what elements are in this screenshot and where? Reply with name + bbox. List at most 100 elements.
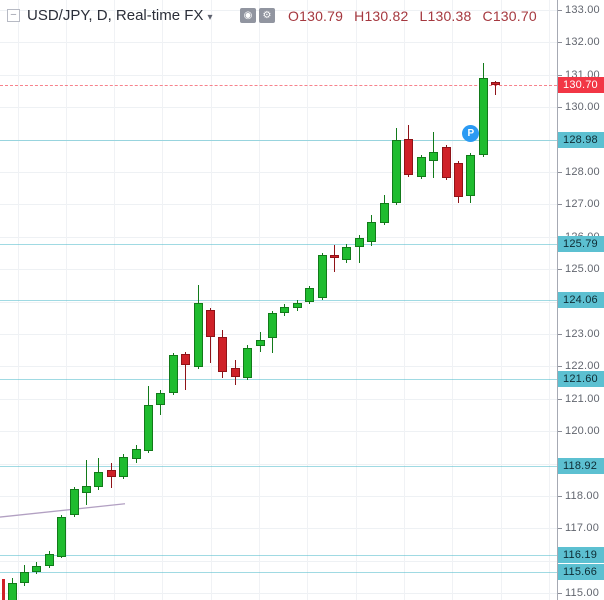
horizontal-gridline [0,74,557,76]
candle-wick [495,80,497,95]
candle-body [491,81,501,85]
symbol-title-button[interactable]: USD/JPY, D, Real-time FX ▾ [27,7,212,24]
candle-body [168,355,178,394]
candle-wick [358,235,360,264]
close-value: C130.70 [482,8,537,24]
high-value: H130.82 [354,8,409,24]
horizontal-gridline [0,204,557,206]
candle-body [81,485,91,494]
horizontal-gridline [0,334,557,336]
candle-body [404,138,414,175]
price-axis[interactable]: 133.00132.00131.00130.00128.00127.00126.… [557,0,604,600]
candle-body [354,238,364,247]
axis-label: 122.00 [565,360,600,373]
eye-icon[interactable]: ◉ [240,8,256,23]
price-level-line [0,243,557,245]
axis-tick [558,334,562,336]
axis-tick [558,204,562,206]
candle-clipped [1,578,5,600]
axis-tick [558,496,562,497]
horizontal-gridline [0,269,557,271]
horizontal-gridline [0,172,557,174]
candle-body [156,393,166,405]
price-level-badge: 125.79 [558,235,604,252]
horizontal-gridline [0,236,557,238]
price-level-line [0,299,557,301]
horizontal-gridline [0,10,557,12]
candle-body [478,78,488,156]
candle-body [416,157,426,177]
axis-label: 132.00 [565,36,600,49]
axis-label: 128.00 [565,166,600,179]
price-level-line [0,140,557,142]
horizontal-gridline [0,528,557,530]
candle-body [441,147,451,179]
axis-label: 125.00 [565,263,600,276]
candle-body [429,151,439,161]
candle-body [379,203,389,223]
legend-collapse-icon[interactable]: − [7,9,20,22]
candle-wick [85,460,87,506]
horizontal-gridline [0,366,557,368]
candle-body [193,302,203,368]
horizontal-gridline [0,496,557,497]
axis-label: 121.00 [565,392,600,405]
axis-label: 117.00 [565,522,600,535]
horizontal-gridline [0,42,557,44]
candle-wick [185,352,187,391]
axis-tick [558,398,562,400]
axis-tick [558,42,562,44]
horizontal-gridline [0,107,557,109]
price-level-line [0,466,557,468]
gear-icon[interactable]: ⚙ [259,8,275,23]
candle-body [7,583,17,600]
horizontal-gridline [0,398,557,400]
candle-body [218,336,228,372]
candle-body [243,347,253,379]
price-level-badge: 121.60 [558,371,604,388]
open-value: O130.79 [288,8,344,24]
candle-body [19,572,29,584]
axis-tick [558,107,562,109]
candle-body [143,404,153,451]
horizontal-gridline [0,560,557,562]
candle-body [69,488,79,516]
axis-tick [558,528,562,530]
candle-body [329,254,339,258]
candle-body [342,246,352,261]
candle-body [94,472,104,487]
candle-body [119,456,129,477]
price-level-badge: 128.98 [558,132,604,149]
candle-body [44,554,54,567]
candle-body [230,368,240,378]
low-value: L130.38 [419,8,472,24]
candle-body [453,162,463,197]
price-chart-pane[interactable]: P [0,0,557,600]
price-level-badge: 115.66 [558,563,604,580]
last-price-line [0,84,557,86]
axis-label: 123.00 [565,328,600,341]
candle-body [280,307,290,313]
axis-label: 118.00 [565,490,600,502]
candle-body [292,302,302,309]
axis-tick [558,74,562,76]
candle-body [466,155,476,196]
axis-tick [558,269,562,271]
price-level-badge: 124.06 [558,291,604,308]
axis-label: 133.00 [565,4,600,17]
chart-legend: − USD/JPY, D, Real-time FX ▾ ◉ ⚙ O130.79 H… [0,0,604,26]
price-level-badge: 116.19 [558,546,604,563]
axis-label: 120.00 [565,425,600,438]
axis-tick [558,593,562,595]
candle-body [106,470,116,477]
axis-label: 130.00 [565,101,600,114]
candle-body [205,310,215,337]
candle-body [317,254,327,299]
price-level-line [0,571,557,573]
horizontal-gridline [0,463,557,465]
candle-body [181,354,191,366]
axis-label: 127.00 [565,198,600,211]
position-marker-p[interactable]: P [462,124,480,142]
axis-tick [558,366,562,368]
symbol-title-label: USD/JPY, D, Real-time FX [27,7,204,24]
